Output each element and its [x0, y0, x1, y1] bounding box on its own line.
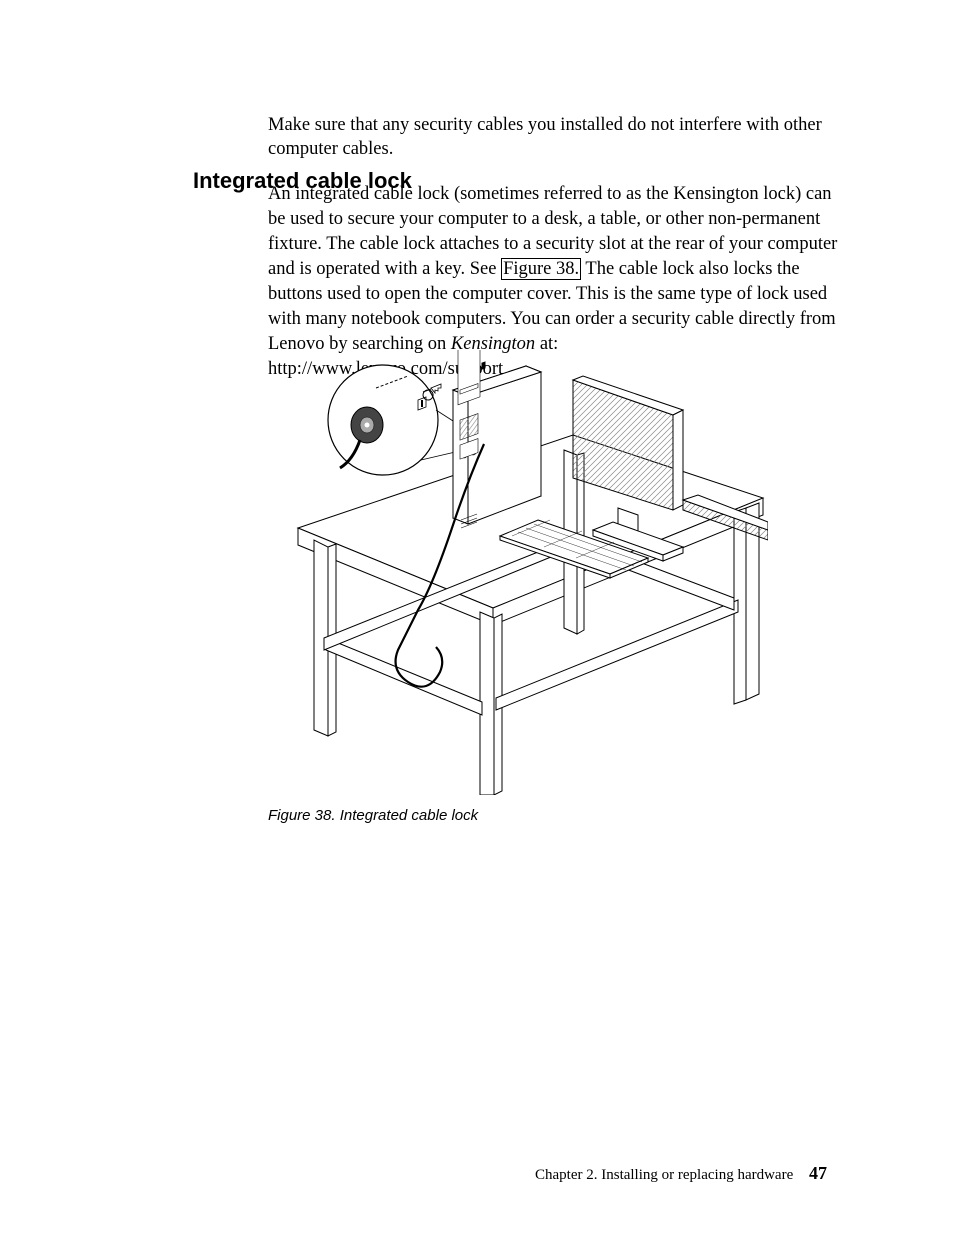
- intro-paragraph: Make sure that any security cables you i…: [268, 113, 838, 163]
- figure-caption: Figure 38. Integrated cable lock: [268, 807, 478, 824]
- figure-illustration: [268, 350, 768, 795]
- figure-reference-link[interactable]: Figure 38.: [501, 258, 581, 280]
- footer-page-number: 47: [809, 1163, 827, 1183]
- page-footer: Chapter 2. Installing or replacing hardw…: [535, 1163, 827, 1184]
- footer-chapter: Chapter 2. Installing or replacing hardw…: [535, 1167, 793, 1183]
- computer-tower: [453, 350, 541, 528]
